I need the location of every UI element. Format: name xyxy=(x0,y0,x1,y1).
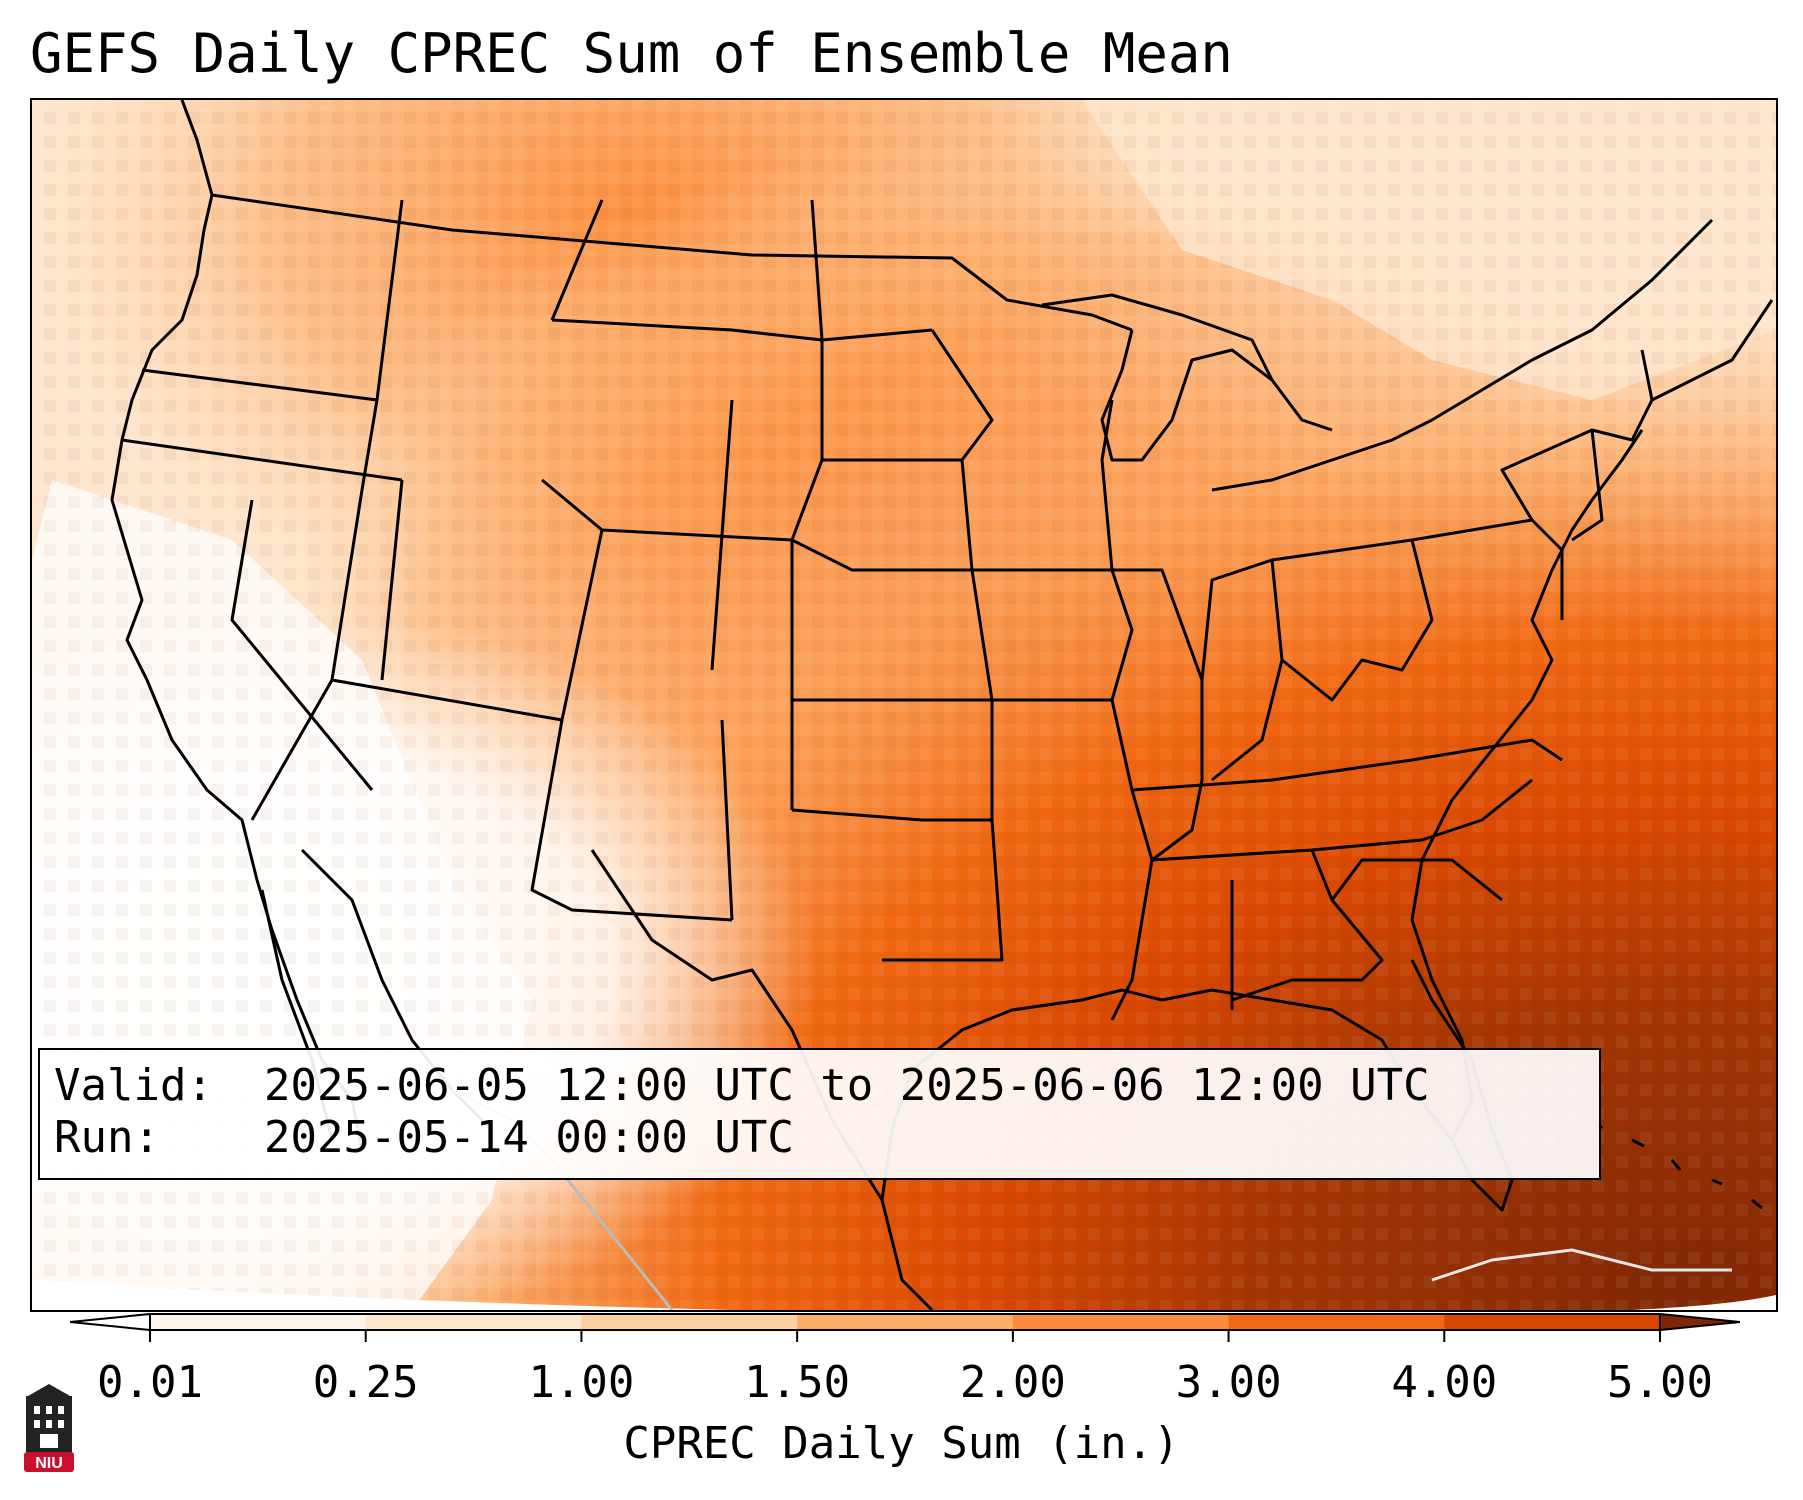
colorbar-segments xyxy=(150,1314,1661,1330)
run-label: Run: xyxy=(54,1112,160,1163)
colorbar-segment xyxy=(365,1314,582,1330)
tick-label-3: 1.00 xyxy=(528,1357,635,1408)
logo-tower-roof xyxy=(28,1384,70,1396)
valid-value: 2025-06-05 12:00 UTC to 2025-06-06 12:00… xyxy=(264,1060,1430,1111)
st-lawrence-river xyxy=(1431,218,1714,422)
niu-logo: NIU xyxy=(24,1384,74,1472)
run-line: Run: 2025-05-14 00:00 UTC xyxy=(54,1112,1585,1164)
states-south xyxy=(1110,738,1563,1021)
colorbar-segment xyxy=(1012,1314,1230,1330)
colorbar-segment xyxy=(1444,1314,1661,1330)
tick-label-4: 1.50 xyxy=(744,1357,851,1408)
tick-label-2: 0.25 xyxy=(312,1357,419,1408)
colorbar-outline xyxy=(149,1313,1661,1331)
map-title: GEFS Daily CPREC Sum of Ensemble Mean xyxy=(30,22,1233,85)
logo-windows xyxy=(34,1406,64,1448)
states-west xyxy=(121,199,794,922)
great-lakes xyxy=(1041,293,1433,492)
states-northeast xyxy=(1411,299,1774,620)
valid-label: Valid: xyxy=(54,1060,213,1111)
us-canada-border xyxy=(211,193,1133,332)
tick-label-7: 4.00 xyxy=(1391,1357,1498,1408)
tick-label-1: 0.01 xyxy=(97,1357,203,1408)
colorbar-segment xyxy=(797,1314,1014,1330)
tick-label-8: 5.00 xyxy=(1607,1357,1713,1408)
colorbar-label: CPREC Daily Sum (in.) xyxy=(623,1418,1180,1469)
colorbar-over-arrow xyxy=(1659,1312,1740,1332)
colorbar-segment xyxy=(1228,1314,1445,1330)
coastline-west xyxy=(110,100,364,1151)
logo-text: NIU xyxy=(35,1455,63,1472)
logo-band xyxy=(24,1452,74,1472)
valid-line: Valid: 2025-06-05 12:00 UTC to 2025-06-0… xyxy=(54,1060,1585,1112)
states-plains xyxy=(550,199,1134,962)
run-value: 2025-05-14 00:00 UTC xyxy=(264,1112,794,1163)
tick-label-6: 3.00 xyxy=(1175,1357,1282,1408)
colorbar-segment xyxy=(150,1314,367,1330)
cuba xyxy=(1431,1248,1732,1282)
validity-info-box: Valid: 2025-06-05 12:00 UTC to 2025-06-0… xyxy=(38,1048,1601,1180)
domain-edge-left xyxy=(32,1280,732,1310)
states-midwest xyxy=(930,329,1434,862)
colorbar-segment xyxy=(581,1314,798,1330)
colorbar-under-arrow xyxy=(70,1312,151,1332)
domain-edge-right xyxy=(1632,1295,1776,1310)
colorbar-tick-marks xyxy=(149,1330,1661,1342)
tick-label-5: 2.00 xyxy=(959,1357,1066,1408)
colorbar xyxy=(70,1312,1740,1342)
east-coast xyxy=(1410,429,1644,1141)
